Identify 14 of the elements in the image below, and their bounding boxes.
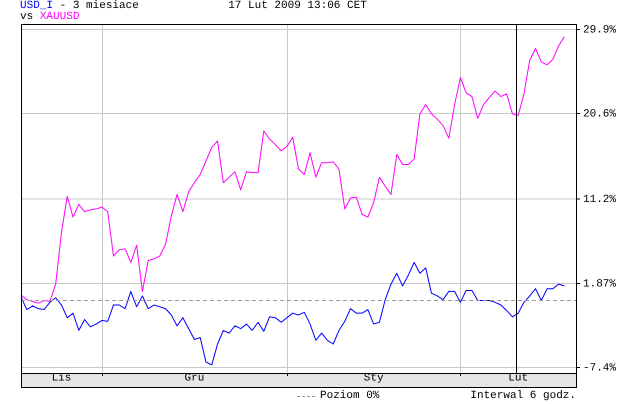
chart-title: 17 Lut 2009 13:06 CET (228, 0, 367, 12)
x-tick-label: Lis (52, 372, 72, 385)
y-tick-label: 1.87% (583, 278, 616, 290)
chart-subtitle: - 3 miesiace (60, 0, 139, 12)
y-tick-label: -7.4% (583, 362, 616, 374)
x-tick-label: Lut (508, 372, 528, 385)
y-tick-label: 20.6% (583, 108, 616, 121)
legend-label: Poziom 0% (320, 390, 380, 402)
text: XAUUSD (40, 11, 80, 23)
legend-title: vs (20, 11, 34, 23)
y-tick-label: 29.9% (583, 24, 616, 36)
y-tick-label: 11.2% (583, 194, 616, 206)
text: Interwal 6 godz. (470, 390, 576, 402)
text: USD_I (20, 0, 54, 12)
